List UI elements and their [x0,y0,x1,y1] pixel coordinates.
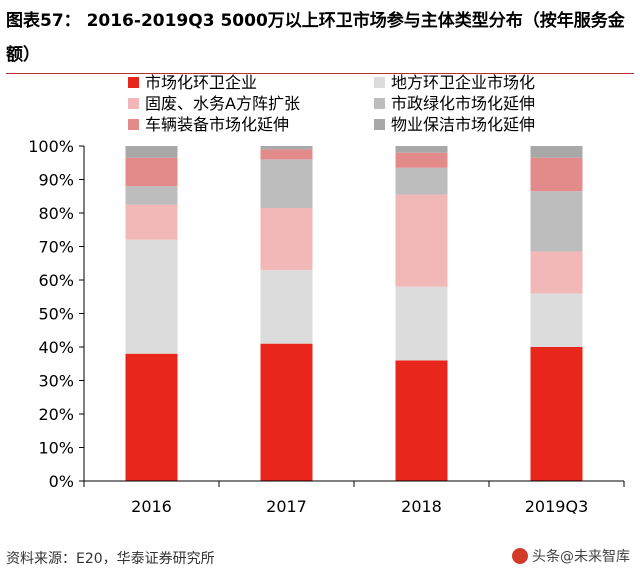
legend-label-4: 市政绿化市场化延伸 [391,94,535,113]
bar-segment-2019Q3-2 [530,293,583,347]
legend-label-3: 固废、水务A方阵扩张 [145,94,300,113]
bar-segment-2016-5 [125,157,178,187]
bar-segment-2016-2 [125,239,178,354]
x-tick-label: 2016 [131,497,172,516]
bar-segment-2017-2 [260,269,313,344]
legend-swatch-4 [374,98,385,109]
title-divider [6,73,634,74]
legend-label-2: 地方环卫企业市场化 [391,73,535,92]
bar-segment-2018-6 [395,146,448,153]
bar-segment-2019Q3-6 [530,146,583,158]
bar-segment-2019Q3-5 [530,157,583,192]
bar-segment-2017-6 [260,146,313,150]
bar-segment-2019Q3-3 [530,251,583,294]
bar-segment-2017-3 [260,207,313,270]
legend-swatch-1 [128,77,139,88]
bar-segment-2018-3 [395,194,448,287]
y-tick-label: 30% [38,372,74,391]
legend-swatch-3 [128,98,139,109]
legend-label-1: 市场化环卫企业 [145,73,257,92]
legend-swatch-6 [374,119,385,130]
bar-segment-2017-5 [260,149,313,160]
y-tick-label: 20% [38,405,74,424]
bar-segment-2018-4 [395,167,448,195]
y-tick-label: 100% [28,137,74,156]
legend-swatch-2 [374,77,385,88]
legend-swatch-5 [128,119,139,130]
chart-title: 图表57： 2016-2019Q3 5000万以上环卫市场参与主体类型分布（按年… [6,11,625,65]
y-tick-label: 70% [38,238,74,257]
source-note: 资料来源：E20，华泰证券研究所 [6,551,215,567]
y-tick-label: 40% [38,338,74,357]
y-tick-label: 80% [38,204,74,223]
x-tick-label: 2017 [266,497,307,516]
bar-segment-2018-5 [395,152,448,168]
bar-segment-2016-1 [125,353,178,481]
x-tick-label: 2018 [401,497,442,516]
y-tick-label: 0% [49,472,74,491]
x-tick-label: 2019Q3 [525,497,589,516]
y-tick-label: 60% [38,271,74,290]
watermark-logo-icon [512,548,528,564]
bar-segment-2019Q3-1 [530,347,583,481]
watermark: 头条@未来智库 [512,546,630,566]
bar-segment-2018-1 [395,360,448,481]
y-tick-label: 50% [38,305,74,324]
y-tick-label: 90% [38,171,74,190]
legend-label-5: 车辆装备市场化延伸 [145,115,289,134]
bar-segment-2017-1 [260,343,313,481]
legend-label-6: 物业保洁市场化延伸 [391,115,535,134]
bar-segment-2018-2 [395,286,448,361]
bar-segment-2019Q3-4 [530,191,583,252]
bar-segment-2016-3 [125,204,178,240]
y-tick-label: 10% [38,439,74,458]
bar-segment-2016-4 [125,186,178,205]
bar-segment-2016-6 [125,146,178,158]
bar-segment-2017-4 [260,159,313,208]
watermark-text: 头条@未来智库 [532,549,630,565]
